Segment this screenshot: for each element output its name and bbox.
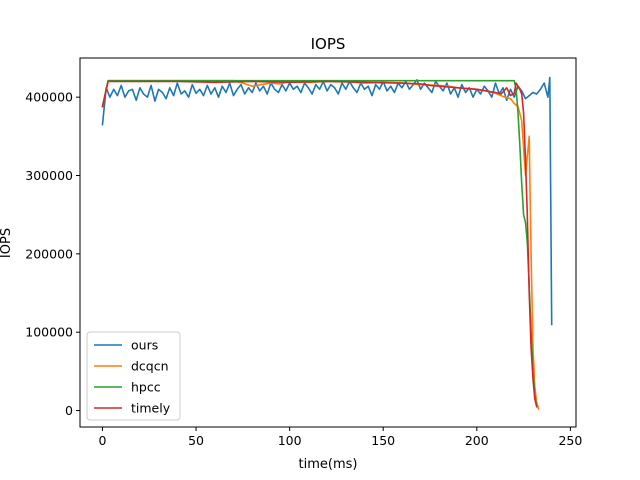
legend: ours dcqcn hpcc timely <box>86 331 181 421</box>
legend-label-dcqcn: dcqcn <box>131 359 169 374</box>
legend-label-timely: timely <box>131 401 171 416</box>
x-axis-title: time(ms) <box>299 457 358 472</box>
x-tick-label: 250 <box>558 433 582 448</box>
series-layer <box>101 76 553 410</box>
y-tick-label: 300000 <box>25 168 73 183</box>
y-tick-label: 0 <box>65 403 73 418</box>
plot-frame <box>79 57 577 428</box>
x-axis-ticks: 0 50 100 150 200 250 <box>98 427 582 448</box>
legend-box <box>86 331 181 421</box>
y-axis-title: IOPS <box>0 228 14 258</box>
series-line-timely <box>101 80 538 408</box>
y-axis-ticks: 0 100000 200000 300000 400000 <box>25 90 80 418</box>
legend-label-hpcc: hpcc <box>131 380 161 395</box>
series-line-ours <box>101 76 553 326</box>
x-tick-label: 100 <box>278 433 302 448</box>
x-tick-label: 200 <box>465 433 489 448</box>
y-tick-label: 100000 <box>25 325 73 340</box>
x-tick-label: 150 <box>371 433 395 448</box>
legend-label-ours: ours <box>131 338 158 353</box>
y-tick-label: 200000 <box>25 246 73 261</box>
chart-title: IOPS <box>311 35 346 53</box>
y-tick-label: 400000 <box>25 90 73 105</box>
x-tick-label: 50 <box>188 433 204 448</box>
x-tick-label: 0 <box>98 433 106 448</box>
